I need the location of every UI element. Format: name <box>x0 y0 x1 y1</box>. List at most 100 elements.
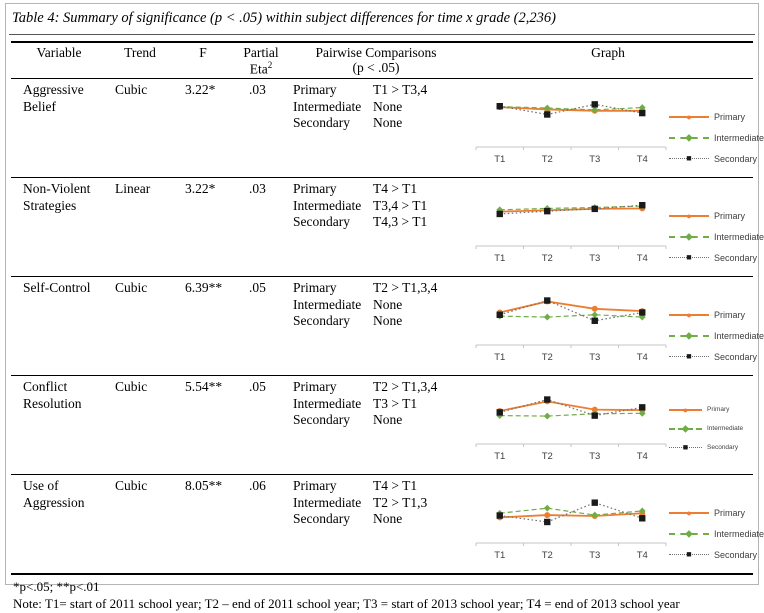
legend-marker-icon: ● <box>686 509 691 518</box>
legend-secondary: ■Secondary <box>669 154 764 164</box>
data-point-secondary <box>592 499 598 505</box>
header-trend: Trend <box>107 42 173 78</box>
header-pairwise-line2: (p < .05) <box>289 60 463 75</box>
data-point-intermediate <box>544 504 551 511</box>
x-tick-label: T2 <box>542 154 553 165</box>
legend-label: Intermediate <box>714 232 764 242</box>
legend-primary: ●Primary <box>669 405 743 415</box>
variable-cell: Self-Control <box>11 276 107 375</box>
time-points-note: Note: T1= start of 2011 school year; T2 … <box>13 595 751 613</box>
x-tick-label: T2 <box>542 253 553 264</box>
legend-marker-icon: ■ <box>683 443 688 452</box>
pairwise-comparison: None <box>373 297 462 314</box>
x-tick-label: T1 <box>494 550 505 561</box>
legend-line-sample: ◆ <box>669 137 709 139</box>
data-point-intermediate <box>544 412 551 419</box>
trend-cell: Cubic <box>107 474 173 574</box>
legend-line-sample: ◆ <box>669 236 709 238</box>
legend-marker-icon: ■ <box>686 253 691 262</box>
legend-line-sample: ■ <box>669 356 709 357</box>
pairwise-grades-cell: Primary Intermediate Secondary <box>289 375 371 474</box>
series-line-primary <box>500 513 643 517</box>
pairwise-grade: Intermediate <box>293 495 370 512</box>
data-point-secondary <box>592 412 598 418</box>
pairwise-comparison: None <box>373 115 462 132</box>
header-pairwise: Pairwise Comparisons (p < .05) <box>289 42 463 78</box>
x-tick-label: T3 <box>589 352 600 363</box>
pairwise-grades-cell: Primary Intermediate Secondary <box>289 474 371 574</box>
x-tick-label: T3 <box>589 154 600 165</box>
pairwise-grade: Primary <box>293 280 370 297</box>
pairwise-grade: Primary <box>293 181 370 198</box>
significance-note: *p<.05; **p<.01 <box>13 578 751 596</box>
trend-cell: Cubic <box>107 276 173 375</box>
header-pairwise-line1: Pairwise Comparisons <box>289 45 463 60</box>
x-tick-label: T4 <box>637 451 648 462</box>
series-line-secondary <box>500 104 643 114</box>
pairwise-grade: Primary <box>293 379 370 396</box>
pairwise-grade: Intermediate <box>293 99 370 116</box>
pairwise-values-cell: T4 > T1 T2 > T1,3 None <box>371 474 463 574</box>
legend-primary: ●Primary <box>669 508 764 518</box>
legend-label: Secondary <box>714 352 757 362</box>
table-row: Non-Violent Strategies Linear 3.22* .03 … <box>11 177 753 276</box>
f-cell: 8.05** <box>173 474 233 574</box>
data-point-primary <box>544 512 550 518</box>
f-cell: 3.22* <box>173 78 233 177</box>
header-row: Variable Trend F Partial Eta2 Pairwise C… <box>11 42 753 78</box>
pairwise-comparison: T2 > T1,3 <box>373 495 462 512</box>
pairwise-grade: Secondary <box>293 511 370 528</box>
data-point-secondary <box>639 515 645 521</box>
chart-legend: ●Primary◆Intermediate■Secondary <box>669 405 743 466</box>
header-graph: Graph <box>463 42 753 78</box>
data-point-secondary <box>544 297 550 303</box>
x-tick-label: T2 <box>542 352 553 363</box>
legend-marker-icon: ■ <box>686 550 691 559</box>
legend-line-sample: ● <box>669 314 709 316</box>
trend-cell: Linear <box>107 177 173 276</box>
variable-cell: Use of Aggression <box>11 474 107 574</box>
pairwise-grades-cell: Primary Intermediate Secondary <box>289 276 371 375</box>
data-point-secondary <box>592 317 598 323</box>
data-point-secondary <box>592 101 598 107</box>
variable-cell: Aggressive Belief <box>11 78 107 177</box>
pairwise-comparison: T3,4 > T1 <box>373 198 462 215</box>
series-line-primary <box>500 301 643 312</box>
x-tick-label: T1 <box>494 253 505 264</box>
partial-eta-cell: .03 <box>233 78 289 177</box>
pairwise-grade: Intermediate <box>293 297 370 314</box>
legend-line-sample: ◆ <box>669 428 702 430</box>
legend-line-sample: ● <box>669 116 709 118</box>
legend-label: Secondary <box>714 550 757 560</box>
legend-marker-icon: ◆ <box>682 424 690 434</box>
legend-label: Primary <box>714 112 745 122</box>
legend-primary: ● Primary <box>669 112 764 122</box>
chart-legend: ●Primary◆Intermediate■Secondary <box>669 508 764 565</box>
legend-line-sample: ■ <box>669 257 709 258</box>
legend-marker-icon: ● <box>686 212 691 221</box>
pairwise-values-cell: T1 > T3,4 None None <box>371 78 463 177</box>
data-point-secondary <box>497 210 503 216</box>
data-point-intermediate <box>591 311 598 318</box>
x-tick-label: T4 <box>637 352 648 363</box>
pairwise-grade: Secondary <box>293 412 370 429</box>
table-row: Aggressive Belief Cubic 3.22* .03 Primar… <box>11 78 753 177</box>
legend-secondary: ■ Secondary <box>669 253 764 263</box>
data-point-secondary <box>497 311 503 317</box>
legend-intermediate: ◆Intermediate <box>669 133 764 143</box>
legend-label: Secondary <box>714 253 757 263</box>
header-partial-eta: Partial Eta2 <box>233 42 289 78</box>
x-tick-label: T4 <box>637 253 648 264</box>
partial-eta-cell: .05 <box>233 375 289 474</box>
legend-label: Intermediate <box>714 331 764 341</box>
pairwise-grade: Secondary <box>293 115 370 132</box>
data-point-secondary <box>544 208 550 214</box>
table-row: Use of Aggression Cubic 8.05** .06 Prima… <box>11 474 753 574</box>
legend-primary: ●Primary <box>669 211 764 221</box>
